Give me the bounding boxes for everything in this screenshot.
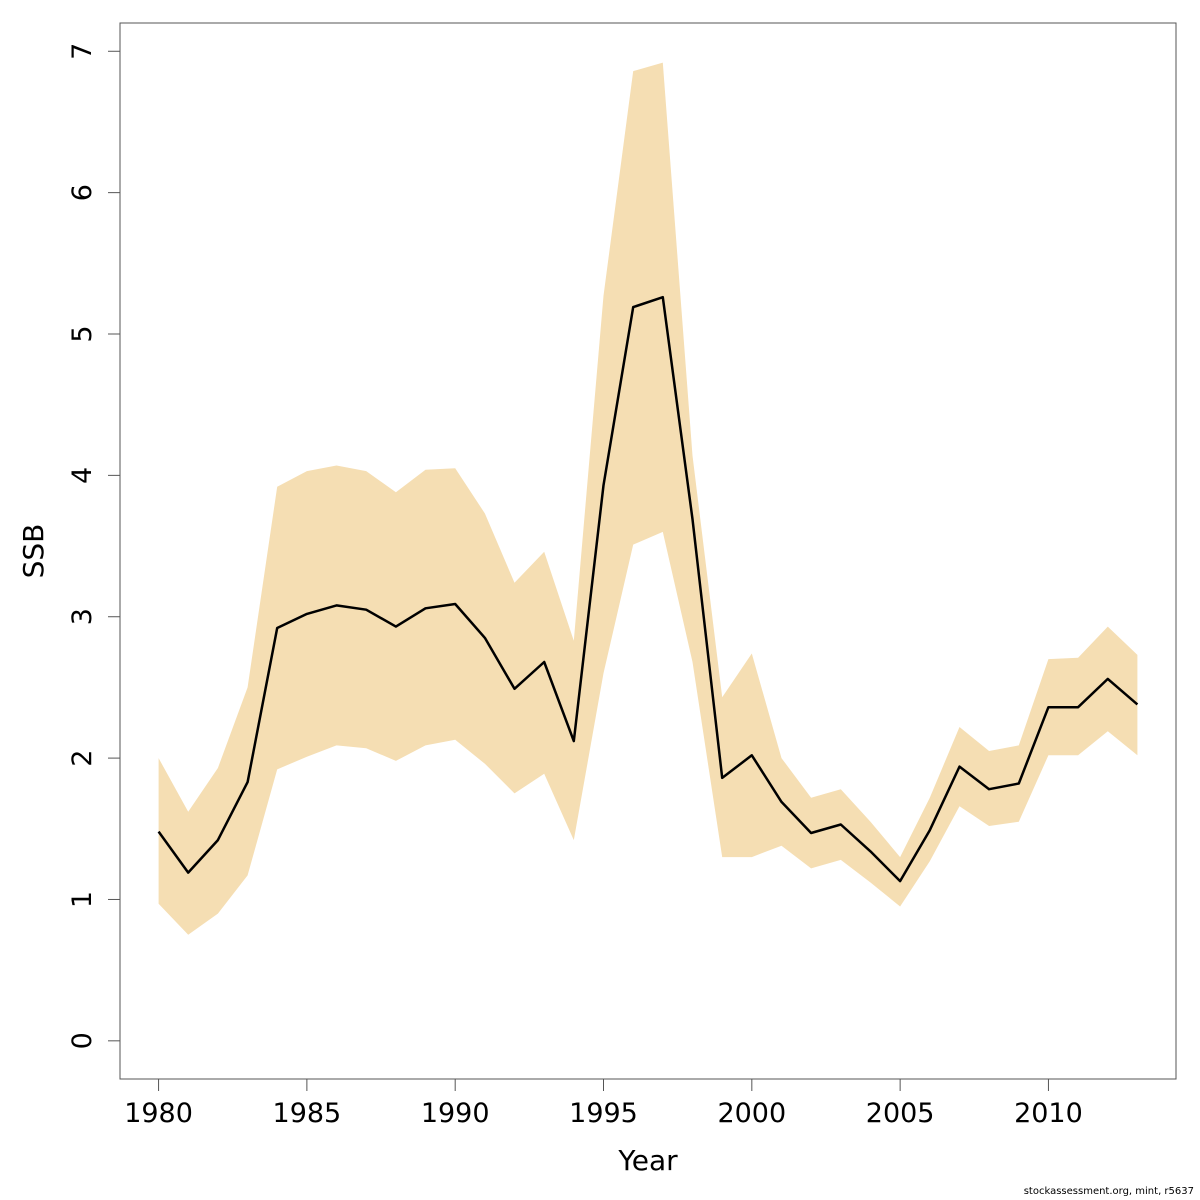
x-tick-label-1980: 1980 [124, 1098, 193, 1129]
x-tick-label-1995: 1995 [569, 1098, 638, 1129]
footnote: stockassessment.org, mint, r5637 [1023, 1186, 1194, 1197]
y-tick-label-1: 1 [67, 891, 98, 908]
confidence-band-layer [158, 62, 1138, 935]
ssb-line-layer [157, 295, 1139, 883]
y-tick-label-3: 3 [67, 608, 98, 625]
x-tick-label-1985: 1985 [273, 1098, 342, 1129]
x-tick-label-2000: 2000 [717, 1098, 786, 1129]
x-axis-title: Year [617, 1144, 678, 1177]
y-tick-label-4: 4 [67, 467, 98, 484]
x-axis: 1980 1985 1990 1995 2000 2005 2010 [124, 1078, 1083, 1129]
x-tick-label-2010: 2010 [1014, 1098, 1083, 1129]
y-axis-title: SSB [17, 524, 50, 579]
y-tick-label-2: 2 [67, 750, 98, 767]
y-tick-label-5: 5 [67, 325, 98, 342]
ssb-line [157, 295, 1139, 883]
confidence-band [158, 62, 1138, 935]
y-tick-label-7: 7 [67, 43, 98, 60]
x-tick-label-1990: 1990 [421, 1098, 490, 1129]
y-axis: 0 1 2 3 4 5 6 7 [67, 43, 121, 1049]
y-tick-label-6: 6 [67, 184, 98, 201]
x-tick-label-2005: 2005 [866, 1098, 935, 1129]
y-tick-label-0: 0 [67, 1032, 98, 1049]
